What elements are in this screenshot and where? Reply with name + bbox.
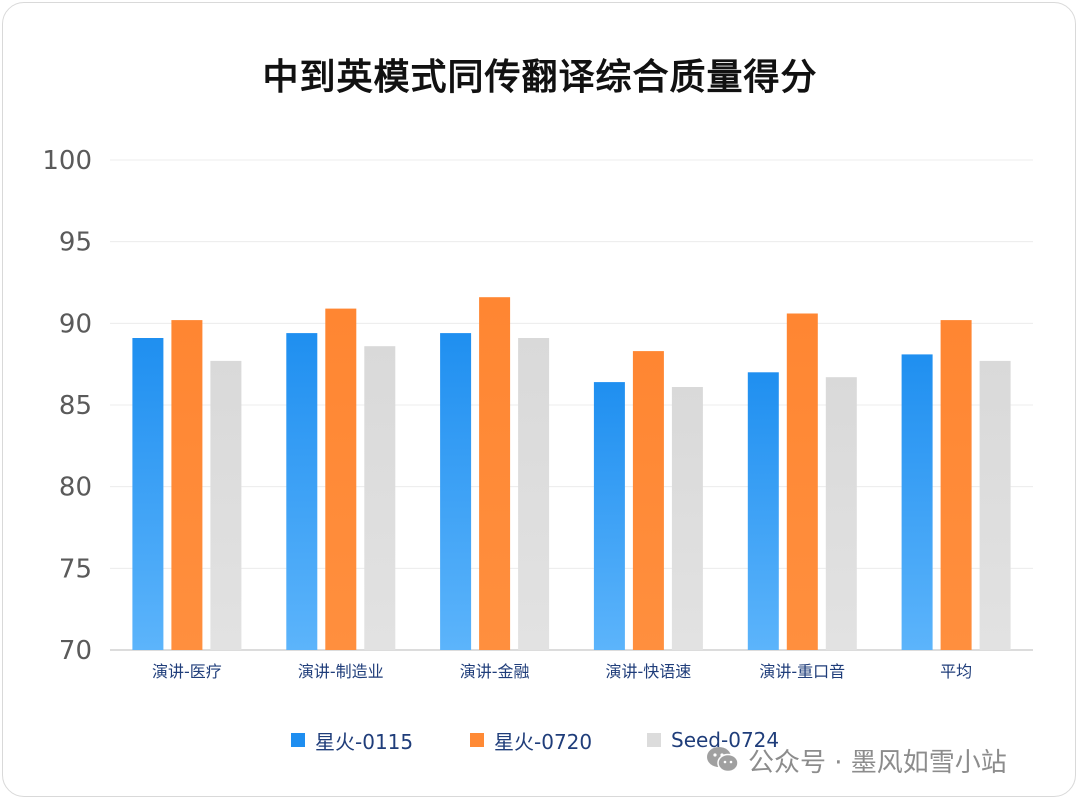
legend-swatch-series-1 (291, 733, 305, 747)
bars (132, 297, 1011, 650)
watermark: 公众号 · 墨风如雪小站 (706, 740, 1007, 780)
bar-series-1-6 (901, 354, 933, 650)
y-tick-label: 90 (59, 309, 92, 339)
legend-label-series-2: 星火-0720 (494, 729, 593, 754)
legend-label-series-3: Seed-0724 (671, 728, 780, 752)
x-tick-label: 演讲-医疗 (152, 662, 222, 681)
bar-series-2-4 (632, 351, 664, 650)
x-tick-label: 演讲-制造业 (298, 662, 384, 681)
y-tick-label: 85 (59, 391, 92, 421)
x-tick-label: 演讲-重口音 (759, 662, 845, 681)
bar-series-2-1 (171, 320, 203, 650)
bar-series-1-1 (132, 338, 164, 650)
bar-series-2-2 (325, 308, 357, 650)
y-tick-label: 95 (59, 228, 92, 258)
bar-series-1-2 (286, 333, 318, 650)
bar-series-3-2 (364, 346, 396, 650)
bar-series-1-4 (593, 382, 625, 650)
legend-swatch-series-3 (647, 733, 661, 747)
legend-swatch-series-2 (470, 733, 484, 747)
y-tick-label: 70 (59, 636, 92, 666)
watermark-text: 公众号 · 墨风如雪小站 (748, 747, 1007, 778)
wechat-icon (707, 747, 739, 773)
legend-item-series-2: 星火-0720 (470, 724, 592, 756)
chart-title: 中到英模式同传翻译综合质量得分 (262, 57, 818, 98)
bar-series-3-1 (210, 360, 242, 650)
bar-series-1-3 (440, 333, 472, 650)
x-axis-labels: 演讲-医疗 演讲-制造业 演讲-金融 演讲-快语速 演讲-重口音 平均 (152, 662, 972, 681)
legend-item-series-1: 星火-0115 (291, 724, 413, 756)
bar-series-2-3 (479, 297, 511, 650)
y-tick-label: 75 (59, 554, 92, 584)
bar-series-1-5 (747, 372, 779, 650)
bar-series-3-5 (825, 377, 857, 650)
x-tick-label: 演讲-快语速 (606, 662, 692, 681)
gridlines (110, 159, 1033, 651)
x-tick-label: 平均 (940, 662, 972, 681)
legend-item-series-3: Seed-0724 (647, 724, 779, 756)
y-tick-label: 100 (42, 146, 92, 176)
bar-series-2-5 (786, 313, 818, 650)
x-tick-label: 演讲-金融 (460, 662, 530, 681)
legend: 星火-0115 星火-0720 Seed-0724 (0, 724, 1080, 756)
bar-series-3-6 (979, 360, 1011, 650)
bar-series-2-6 (940, 320, 972, 650)
legend-label-series-1: 星火-0115 (315, 729, 414, 754)
bar-series-3-3 (518, 338, 550, 650)
y-tick-label: 80 (59, 473, 92, 503)
y-axis-ticks: 70 75 80 85 90 95 100 (42, 146, 92, 666)
bar-series-3-4 (671, 387, 703, 650)
